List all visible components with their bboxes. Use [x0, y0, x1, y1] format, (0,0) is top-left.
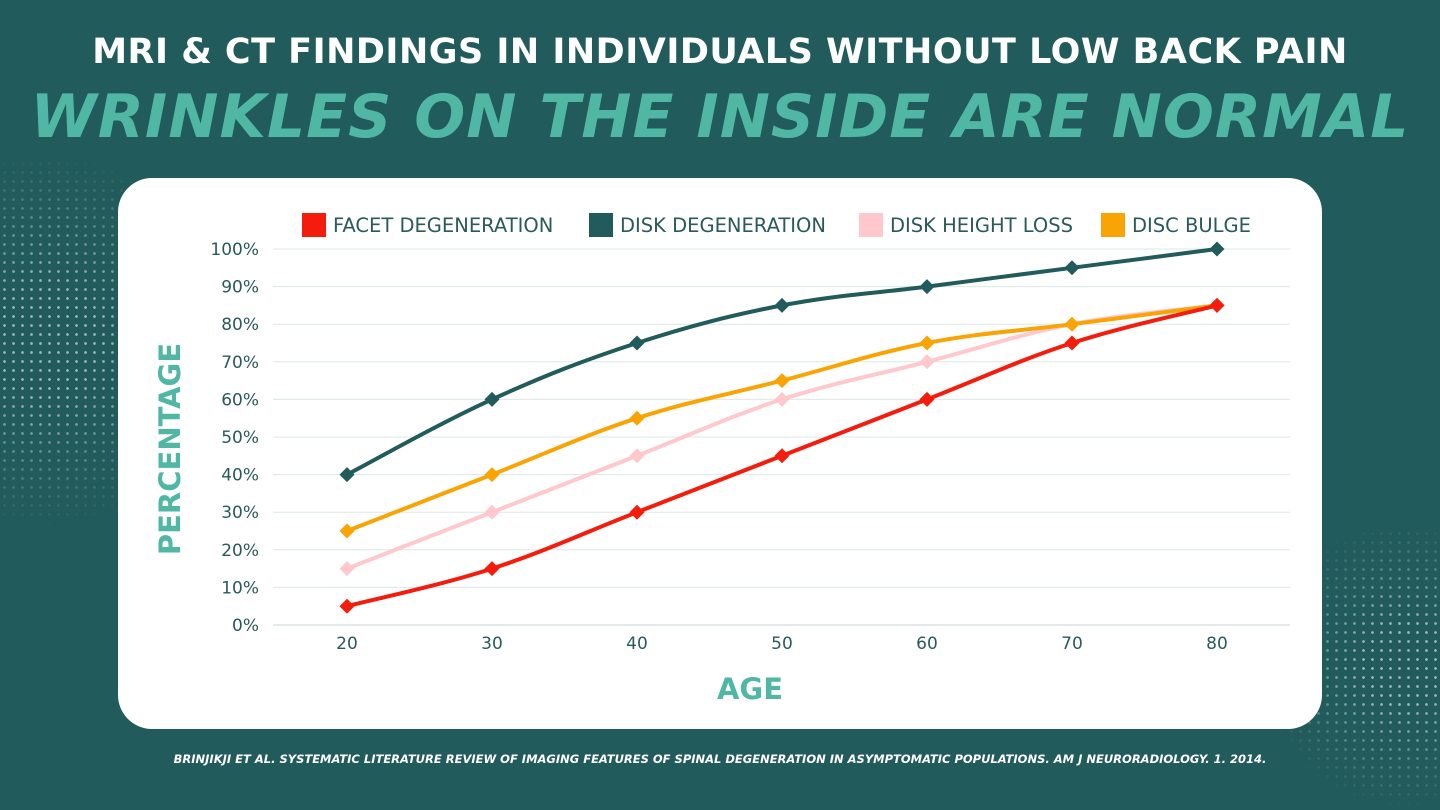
x-axis-label: AGE [717, 672, 783, 706]
y-tick-label: 40% [221, 466, 259, 486]
data-point-disk-degeneration [629, 335, 645, 351]
y-tick-label: 60% [221, 390, 259, 410]
y-tick-label: 20% [221, 541, 259, 561]
chart-card: 0% 10% 20% 30% 40% 50% 60% 70% 80% 90% 100% 20 30 40 5… [118, 178, 1322, 729]
legend-label-disc-bulge: DISC BULGE [1132, 214, 1251, 237]
y-tick-label: 50% [221, 428, 259, 448]
data-point-disk-degeneration [1209, 241, 1225, 257]
y-tick-label: 80% [221, 315, 259, 335]
x-tick-label: 60 [916, 634, 938, 654]
legend-label-facet-degeneration: FACET DEGENERATION [333, 214, 553, 237]
legend-label-disk-height-loss: DISK HEIGHT LOSS [890, 214, 1073, 237]
data-point-disc-bulge [339, 523, 355, 539]
data-point-disc-bulge [774, 373, 790, 389]
data-point-disk-degeneration [339, 467, 355, 483]
data-point-disc-bulge [919, 335, 935, 351]
y-tick-label: 0% [232, 616, 259, 636]
x-tick-label: 70 [1061, 634, 1083, 654]
data-point-disk-height-loss [774, 391, 790, 407]
y-axis-label: PERCENTAGE [153, 343, 187, 555]
y-tick-label: 30% [221, 503, 259, 523]
data-point-disk-height-loss [484, 504, 500, 520]
y-tick-label: 10% [221, 578, 259, 598]
legend-swatch-disk-degeneration [589, 213, 613, 237]
data-point-disc-bulge [1064, 316, 1080, 332]
legend-label-disk-degeneration: DISK DEGENERATION [620, 214, 826, 237]
legend-swatch-disk-height-loss [859, 213, 883, 237]
data-point-facet-degeneration [1209, 297, 1225, 313]
legend-swatch-disc-bulge [1101, 213, 1125, 237]
y-tick-label: 70% [221, 353, 259, 373]
data-point-facet-degeneration [339, 598, 355, 614]
data-point-facet-degeneration [919, 391, 935, 407]
line-chart: 0% 10% 20% 30% 40% 50% 60% 70% 80% 90% 100% 20 30 40 5… [153, 213, 1290, 706]
x-tick-label: 20 [336, 634, 358, 654]
data-point-disk-degeneration [1064, 260, 1080, 276]
data-point-disc-bulge [484, 467, 500, 483]
data-point-disc-bulge [629, 410, 645, 426]
data-point-disk-degeneration [484, 391, 500, 407]
y-tick-label: 100% [210, 240, 259, 260]
y-tick-label: 90% [221, 278, 259, 298]
x-tick-label: 40 [626, 634, 648, 654]
x-tick-label: 30 [481, 634, 503, 654]
data-point-disk-height-loss [919, 354, 935, 370]
x-tick-label: 50 [771, 634, 793, 654]
data-point-facet-degeneration [484, 561, 500, 577]
data-point-facet-degeneration [774, 448, 790, 464]
data-point-disk-degeneration [774, 297, 790, 313]
legend-swatch-facet-degeneration [302, 213, 326, 237]
data-point-facet-degeneration [1064, 335, 1080, 351]
data-point-disk-height-loss [629, 448, 645, 464]
x-tick-label: 80 [1206, 634, 1228, 654]
data-point-disk-height-loss [339, 561, 355, 577]
page-subtitle: WRINKLES ON THE INSIDE ARE NORMAL [30, 82, 1410, 152]
data-point-facet-degeneration [629, 504, 645, 520]
data-point-disk-degeneration [919, 279, 935, 295]
page-title: MRI & CT FINDINGS IN INDIVIDUALS WITHOUT… [92, 32, 1348, 72]
citation: BRINJIKJI ET AL. SYSTEMATIC LITERATURE R… [173, 752, 1267, 766]
